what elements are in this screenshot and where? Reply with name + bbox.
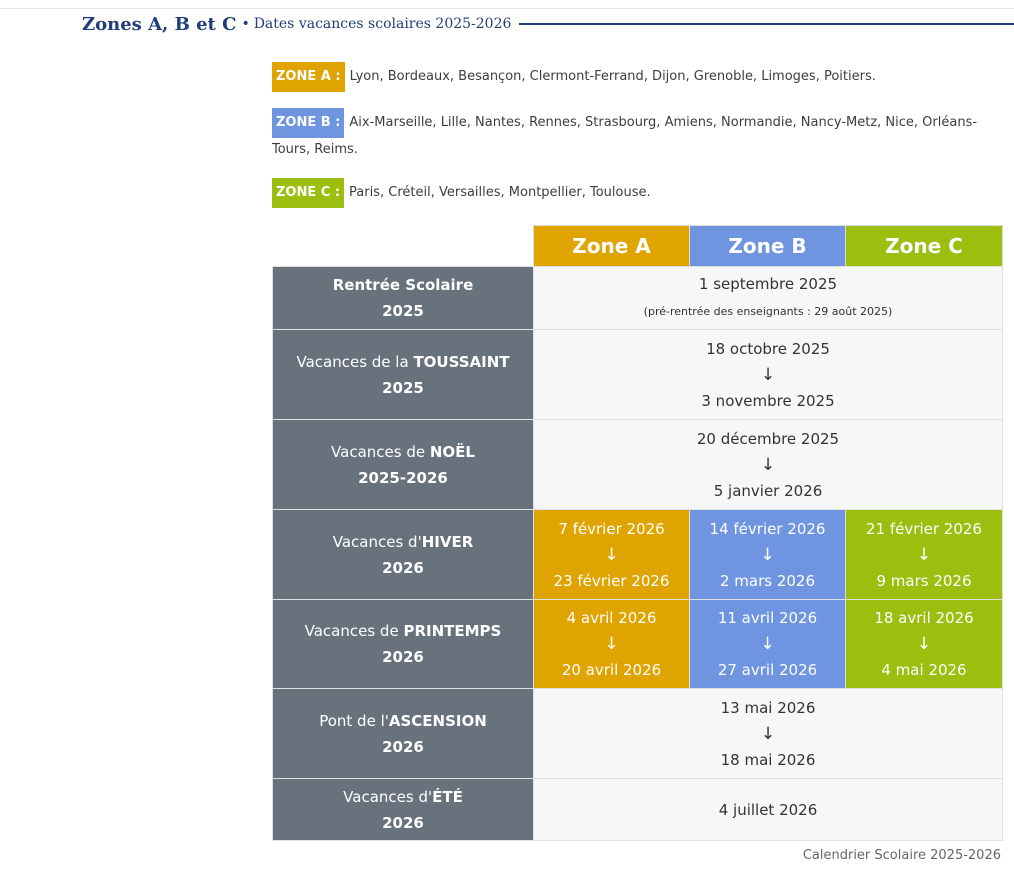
row-label-ete: Vacances d'ÉTÉ 2026: [272, 778, 534, 841]
table-row-ascension: Pont de l'ASCENSION 2026 13 mai 2026 ↓ 1…: [272, 688, 1003, 779]
label-prefix: Vacances de la: [296, 352, 414, 371]
table-row-printemps: Vacances de PRINTEMPS 2026 4 avril 2026 …: [272, 599, 1003, 689]
label-bold: PRINTEMPS: [403, 622, 502, 640]
row-label-ascension: Pont de l'ASCENSION 2026: [272, 688, 534, 779]
label-year: 2025-2026: [358, 468, 448, 487]
start-date: 4 avril 2026: [566, 609, 657, 627]
zone-c-cities: Paris, Créteil, Versailles, Montpellier,…: [349, 185, 651, 200]
row-label-hiver: Vacances d'HIVER 2026: [272, 509, 534, 600]
row-label-toussaint: Vacances de la TOUSSAINT 2025: [272, 329, 534, 420]
table-row-toussaint: Vacances de la TOUSSAINT 2025 18 octobre…: [272, 329, 1003, 420]
label-prefix: Vacances d': [343, 787, 433, 806]
end-date: 3 novembre 2025: [701, 391, 835, 410]
row-label-noel: Vacances de NOËL 2025-2026: [272, 419, 534, 510]
end-date: 27 avril 2026: [717, 661, 818, 679]
start-date: 11 avril 2026: [717, 609, 818, 627]
end-date: 9 mars 2026: [876, 571, 972, 590]
label-bold: Rentrée Scolaire: [332, 276, 474, 294]
top-divider: [0, 0, 1014, 9]
holiday-calendar-table: Zone A Zone B Zone C Rentrée Scolaire 20…: [272, 225, 1003, 841]
zone-a-cities: Lyon, Bordeaux, Besançon, Clermont-Ferra…: [349, 69, 876, 84]
arrow-down-icon: ↓: [760, 723, 776, 744]
start-date: 21 février 2026: [866, 519, 982, 538]
table-row-noel: Vacances de NOËL 2025-2026 20 décembre 2…: [272, 419, 1003, 510]
pre-rentree-note: (pré-rentrée des enseignants : 29 août 2…: [643, 305, 893, 318]
table-row-ete: Vacances d'ÉTÉ 2026 4 juillet 2026: [272, 778, 1003, 841]
start-date: 20 décembre 2025: [696, 429, 840, 448]
dates-toussaint: 18 octobre 2025 ↓ 3 novembre 2025: [533, 329, 1003, 420]
end-date: 2 mars 2026: [719, 571, 816, 590]
printemps-zone-b: 11 avril 2026 ↓ 27 avril 2026: [689, 599, 846, 689]
zone-b-line: ZONE B : Aix-Marseille, Lille, Nantes, Re…: [272, 108, 1002, 162]
start-date: 13 mai 2026: [720, 698, 816, 717]
start-date: 14 février 2026: [709, 519, 826, 538]
arrow-down-icon: ↓: [604, 544, 619, 565]
label-year: 2025: [382, 378, 424, 397]
arrow-down-icon: ↓: [760, 634, 775, 654]
dates-ascension: 13 mai 2026 ↓ 18 mai 2026: [533, 688, 1003, 779]
zone-c-line: ZONE C : Paris, Créteil, Versailles, Mont…: [272, 178, 1002, 208]
zone-header-row: Zone A Zone B Zone C: [272, 225, 1003, 267]
table-row-rentree: Rentrée Scolaire 2025 1 septembre 2025 (…: [272, 266, 1003, 330]
zone-b-cities: Aix-Marseille, Lille, Nantes, Rennes, St…: [272, 115, 978, 157]
title-bullet: •: [241, 16, 250, 32]
start-date: 18 octobre 2025: [706, 339, 830, 358]
arrow-down-icon: ↓: [760, 454, 776, 475]
label-bold: TOUSSAINT: [413, 352, 510, 371]
dates-rentree: 1 septembre 2025 (pré-rentrée des enseig…: [533, 266, 1003, 330]
arrow-down-icon: ↓: [760, 364, 776, 385]
date-value: 4 juillet 2026: [718, 800, 818, 819]
hiver-zone-b: 14 février 2026 ↓ 2 mars 2026: [689, 509, 846, 600]
row-label-rentree: Rentrée Scolaire 2025: [272, 266, 534, 330]
label-year: 2025: [382, 302, 424, 320]
end-date: 5 janvier 2026: [713, 481, 823, 500]
printemps-zone-a: 4 avril 2026 ↓ 20 avril 2026: [533, 599, 690, 689]
zone-b-badge: ZONE B :: [272, 108, 345, 138]
start-date: 7 février 2026: [558, 519, 665, 538]
page-subtitle: Dates vacances scolaires 2025-2026: [253, 16, 512, 32]
calendar-caption: Calendrier Scolaire 2025-2026: [802, 848, 1001, 863]
date-value: 1 septembre 2025: [698, 275, 838, 293]
label-prefix: Vacances de: [304, 622, 404, 640]
zone-a-badge: ZONE A :: [272, 62, 345, 92]
dates-ete: 4 juillet 2026: [533, 778, 1003, 841]
label-year: 2026: [382, 648, 424, 666]
label-prefix: Vacances d': [332, 532, 422, 551]
printemps-zone-c: 18 avril 2026 ↓ 4 mai 2026: [845, 599, 1003, 689]
end-date: 4 mai 2026: [881, 661, 967, 679]
zone-a-header: Zone A: [533, 225, 690, 267]
zone-c-badge: ZONE C :: [272, 178, 345, 208]
arrow-down-icon: ↓: [604, 634, 619, 654]
label-bold: NOËL: [429, 442, 475, 461]
label-year: 2026: [382, 737, 424, 756]
zone-b-header: Zone B: [689, 225, 846, 267]
zone-c-header: Zone C: [845, 225, 1003, 267]
zones-legend: ZONE A : Lyon, Bordeaux, Besançon, Clermo…: [272, 62, 1002, 224]
label-year: 2026: [382, 813, 424, 832]
arrow-down-icon: ↓: [916, 544, 932, 565]
end-date: 23 février 2026: [553, 571, 670, 590]
section-header: Zones A, B et C • Dates vacances scolair…: [82, 10, 1014, 38]
label-bold: ASCENSION: [388, 711, 487, 730]
arrow-down-icon: ↓: [760, 544, 775, 565]
header-rule: [519, 23, 1014, 25]
zone-a-line: ZONE A : Lyon, Bordeaux, Besançon, Clermo…: [272, 62, 1002, 92]
label-bold: HIVER: [421, 532, 474, 551]
hiver-zone-c: 21 février 2026 ↓ 9 mars 2026: [845, 509, 1003, 600]
row-label-printemps: Vacances de PRINTEMPS 2026: [272, 599, 534, 689]
start-date: 18 avril 2026: [874, 609, 974, 627]
label-bold: ÉTÉ: [432, 787, 463, 806]
end-date: 18 mai 2026: [720, 750, 816, 769]
label-prefix: Pont de l': [319, 711, 389, 730]
dates-noel: 20 décembre 2025 ↓ 5 janvier 2026: [533, 419, 1003, 510]
label-year: 2026: [382, 558, 424, 577]
label-prefix: Vacances de: [331, 442, 430, 461]
page-title: Zones A, B et C: [82, 13, 237, 35]
hiver-zone-a: 7 février 2026 ↓ 23 février 2026: [533, 509, 690, 600]
arrow-down-icon: ↓: [916, 634, 932, 654]
end-date: 20 avril 2026: [561, 661, 662, 679]
table-row-hiver: Vacances d'HIVER 2026 7 février 2026 ↓ 2…: [272, 509, 1003, 600]
header-empty-cell: [272, 225, 534, 267]
